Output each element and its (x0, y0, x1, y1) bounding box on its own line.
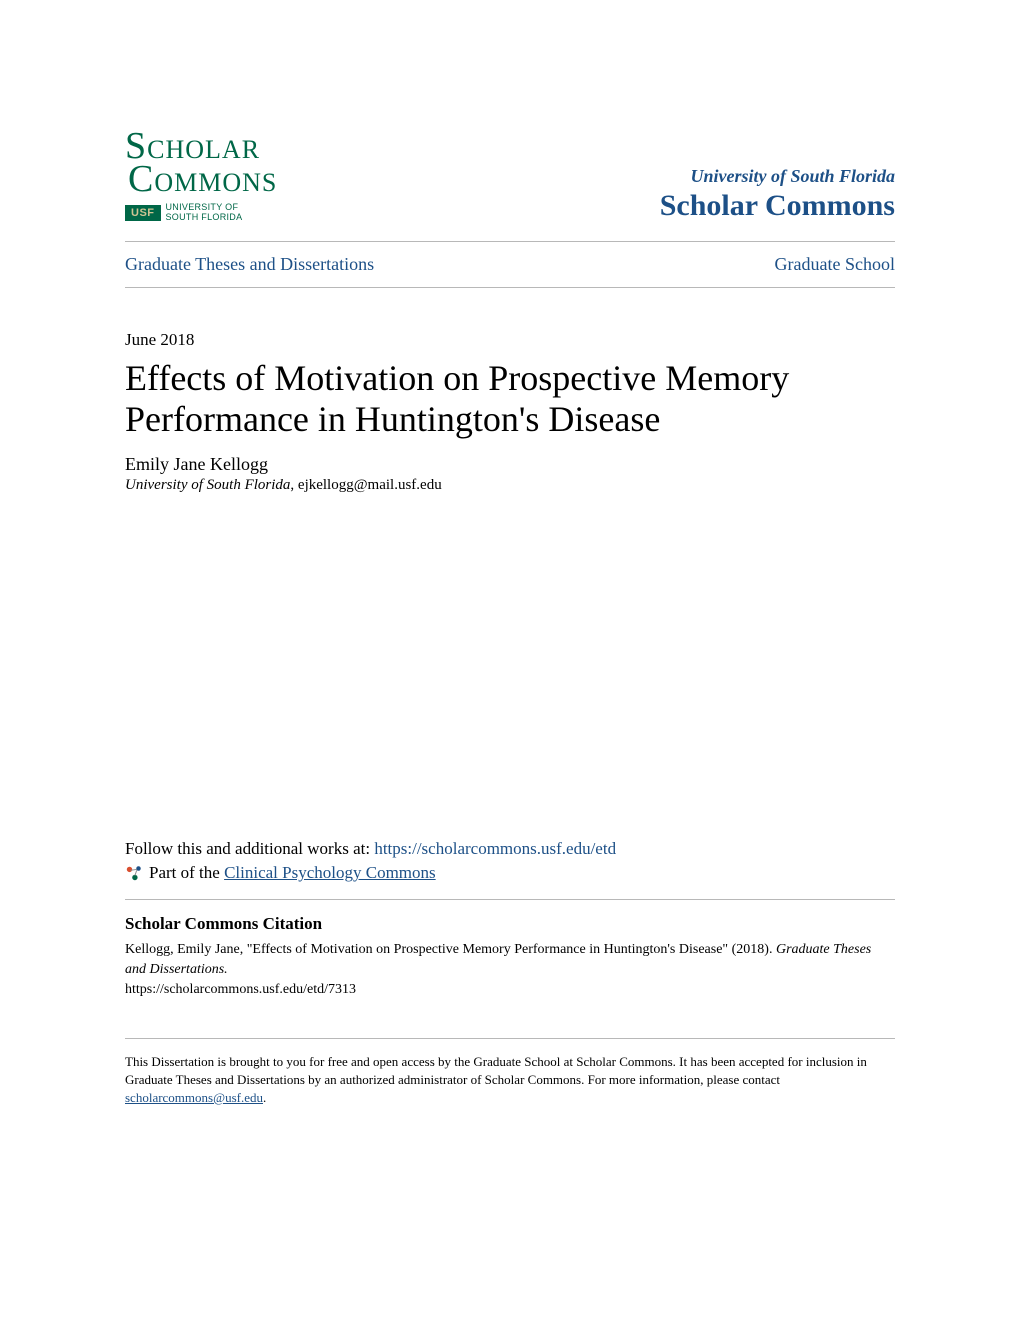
repository-name[interactable]: Scholar Commons (660, 189, 895, 223)
usf-badge: USF (125, 205, 161, 221)
header-row: SCHOLAR COMMONS USF UNIVERSITY OF SOUTH … (125, 130, 895, 223)
contact-email-link[interactable]: scholarcommons@usf.edu (125, 1090, 263, 1105)
disclaimer-body: This Dissertation is brought to you for … (125, 1054, 867, 1087)
citation-url: https://scholarcommons.usf.edu/etd/7313 (125, 982, 895, 998)
partof-text: Part of the Clinical Psychology Commons (149, 863, 436, 883)
divider-below-nav (125, 287, 895, 288)
usf-logo-row: USF UNIVERSITY OF SOUTH FLORIDA (125, 203, 277, 223)
logo-rest-1: CHOLAR (147, 135, 260, 164)
header-right: University of South Florida Scholar Comm… (660, 166, 895, 223)
author-name: Emily Jane Kellogg (125, 454, 895, 475)
author-affiliation: University of South Florida, ejkellogg@m… (125, 477, 895, 494)
network-icon (125, 864, 143, 882)
follow-line: Follow this and additional works at: htt… (125, 839, 895, 859)
follow-section: Follow this and additional works at: htt… (125, 839, 895, 883)
partof-link[interactable]: Clinical Psychology Commons (224, 863, 436, 882)
disclaimer-text: This Dissertation is brought to you for … (125, 1053, 895, 1108)
scholar-commons-logo: SCHOLAR COMMONS USF UNIVERSITY OF SOUTH … (125, 130, 277, 223)
divider-above-disclaimer (125, 1038, 895, 1039)
breadcrumb-row: Graduate Theses and Dissertations Gradua… (125, 242, 895, 287)
partof-prefix: Part of the (149, 863, 224, 882)
publication-date: June 2018 (125, 330, 895, 350)
university-name: University of South Florida (660, 166, 895, 187)
logo-big-c: C (128, 163, 154, 196)
logo-rest-2: OMMONS (154, 168, 277, 197)
affiliation-text: University of South Florida (125, 477, 290, 493)
citation-pre: Kellogg, Emily Jane, "Effects of Motivat… (125, 942, 776, 957)
collection-link[interactable]: Graduate Theses and Dissertations (125, 254, 374, 275)
author-email: ejkellogg@mail.usf.edu (298, 477, 442, 493)
divider-above-citation (125, 899, 895, 900)
citation-text: Kellogg, Emily Jane, "Effects of Motivat… (125, 940, 895, 979)
citation-heading: Scholar Commons Citation (125, 914, 895, 934)
affil-separator: , (290, 477, 298, 493)
graduate-school-link[interactable]: Graduate School (775, 254, 895, 275)
follow-prefix: Follow this and additional works at: (125, 839, 374, 858)
logo-text-line2: COMMONS (128, 163, 277, 196)
follow-url-link[interactable]: https://scholarcommons.usf.edu/etd (374, 839, 616, 858)
partof-row: Part of the Clinical Psychology Commons (125, 863, 895, 883)
usf-text-2: SOUTH FLORIDA (166, 213, 243, 223)
usf-text-block: UNIVERSITY OF SOUTH FLORIDA (166, 203, 243, 223)
document-title: Effects of Motivation on Prospective Mem… (125, 358, 895, 441)
disclaimer-suffix: . (263, 1090, 266, 1105)
